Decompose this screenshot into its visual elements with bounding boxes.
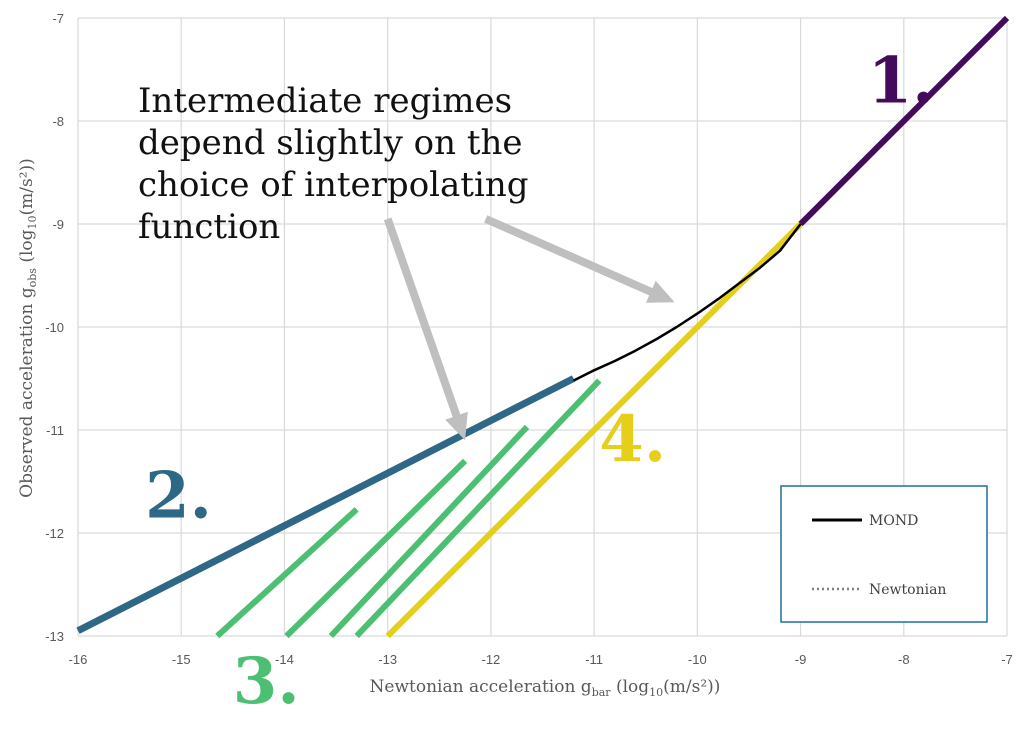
- x-tick-label: -9: [795, 652, 807, 667]
- regime-4-line: [385, 221, 803, 639]
- regime-3-line: [354, 378, 602, 639]
- y-tick-label: -9: [52, 217, 64, 232]
- y-axis-title: Observed acceleration gobs (log10(m/s²)): [17, 158, 39, 498]
- regime-labels: 1. 2. 3. 4.: [145, 44, 934, 720]
- regime-1-line: [798, 15, 1010, 227]
- mond-curve: [572, 223, 802, 382]
- y-tick-label: -11: [46, 423, 64, 438]
- regime-label-2: 2.: [145, 459, 212, 534]
- x-axis-title: Newtonian acceleration gbar (log10(m/s²)…: [370, 677, 721, 699]
- x-tick-label: -11: [585, 652, 603, 667]
- x-tick-label: -12: [481, 652, 500, 667]
- legend: MOND Newtonian: [780, 485, 988, 623]
- x-tick-label: -14: [275, 652, 294, 667]
- regime-label-3: 3.: [233, 644, 300, 719]
- regime-3-line: [215, 507, 359, 639]
- x-tick-label: -10: [688, 652, 707, 667]
- y-tick-label: -10: [45, 320, 64, 335]
- regime-2-line: [76, 375, 576, 634]
- x-tick-label: -8: [898, 652, 910, 667]
- legend-box: [780, 485, 988, 623]
- y-tick-label: -13: [45, 629, 64, 644]
- grid-lines: [77, 17, 1008, 637]
- regime-3-line: [328, 424, 530, 639]
- annotation-text: Intermediate regimes depend slightly on …: [138, 81, 539, 247]
- annotation-arrow: [383, 217, 468, 441]
- x-tick-label: -7: [1001, 652, 1013, 667]
- series: [76, 15, 1010, 639]
- tick-labels: -16 -15 -14 -13 -12 -11 -10 -9 -8 -7 -13 -12 -11 -10 -…: [45, 11, 1013, 667]
- x-tick-label: -13: [378, 652, 397, 667]
- annotation-arrows: [383, 215, 675, 441]
- legend-newtonian-label: Newtonian: [869, 582, 946, 598]
- regime-label-4: 4.: [599, 402, 666, 477]
- regime-label-1: 1.: [868, 44, 935, 119]
- annotation-arrow: [484, 215, 675, 303]
- regime-3-line: [284, 458, 468, 639]
- x-tick-label: -16: [69, 652, 88, 667]
- legend-mond-label: MOND: [869, 513, 918, 529]
- y-tick-label: -12: [45, 526, 64, 541]
- x-tick-label: -15: [172, 652, 191, 667]
- y-tick-label: -7: [52, 11, 64, 26]
- y-tick-label: -8: [52, 114, 64, 129]
